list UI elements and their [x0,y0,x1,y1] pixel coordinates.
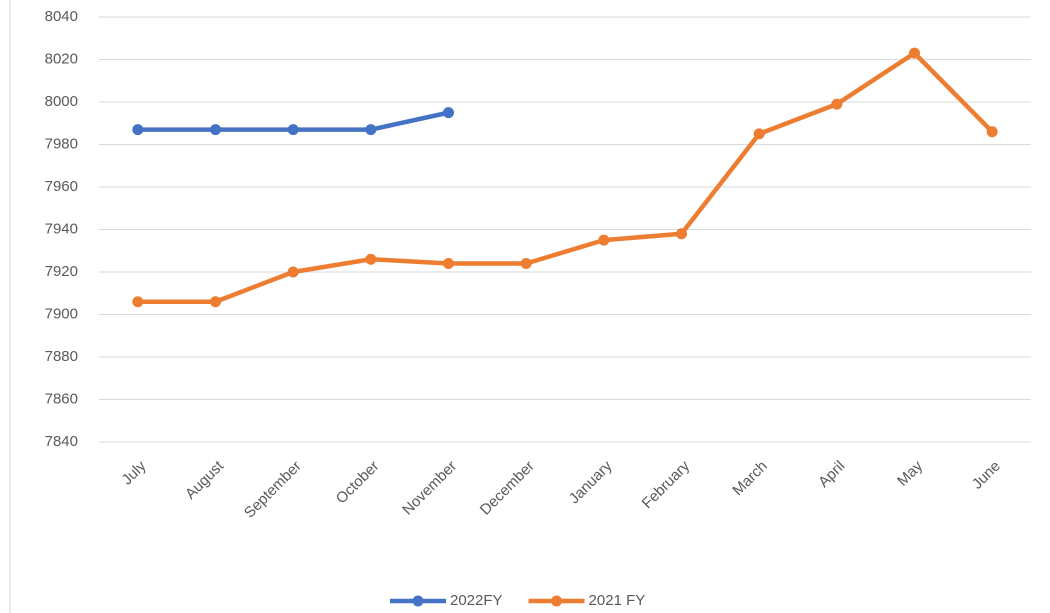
x-tick-label: April [815,458,848,491]
series-marker [443,107,454,119]
y-tick-label: 7840 [45,433,78,450]
y-tick-label: 7980 [45,135,78,152]
x-tick-label: October [333,458,383,508]
x-tick-label: January [566,457,616,507]
legend-label: 2021 FY [589,592,646,609]
series-marker [676,228,687,240]
y-tick-label: 7900 [45,305,78,322]
y-tick-label: 8040 [45,8,78,25]
series-marker [132,124,144,136]
y-tick-label: 7960 [45,178,78,195]
series-marker [831,98,843,110]
series-marker [287,124,299,136]
series-marker [520,258,532,269]
x-tick-label: May [894,457,926,489]
series-marker [598,234,610,246]
x-tick-label: December [477,458,538,519]
series-marker [287,266,299,278]
legend-marker [412,595,424,607]
x-tick-label: August [182,457,228,503]
series-marker [443,258,454,269]
y-tick-label: 7940 [45,220,78,237]
series-line [137,50,994,304]
series-marker [986,126,998,138]
x-tick-label: June [969,458,1004,493]
x-tick-label: September [241,458,305,522]
y-tick-label: 7880 [45,348,78,365]
y-tick-label: 7920 [45,263,78,280]
y-tick-label: 8000 [45,93,78,110]
legend-label: 2022FY [450,592,503,609]
series-marker [365,253,377,265]
series-marker [753,128,765,140]
x-tick-label: February [639,457,694,512]
y-tick-label: 8020 [45,50,78,67]
x-tick-label: July [119,457,150,488]
y-tick-label: 7860 [45,390,78,407]
legend-marker [551,595,563,607]
series-marker [909,47,920,59]
x-tick-label: November [399,458,460,519]
x-tick-label: March [729,458,770,499]
series-marker [210,124,221,136]
series-marker [132,296,144,308]
series-marker [210,296,221,308]
series-marker [365,124,377,136]
